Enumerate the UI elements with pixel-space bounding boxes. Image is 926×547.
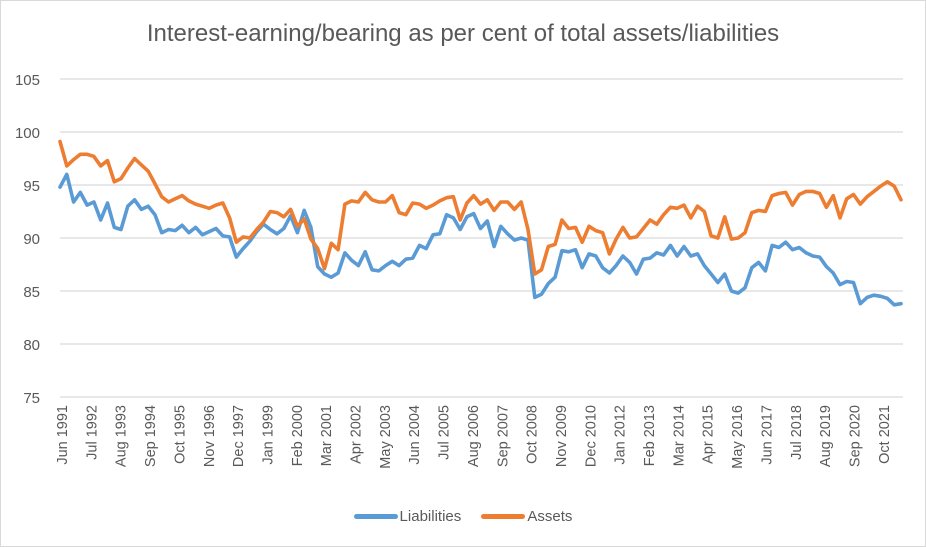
x-tick-label: May 2016 — [730, 405, 746, 469]
x-tick-label: Jan 1999 — [260, 405, 276, 465]
x-tick-label: Nov 1996 — [202, 405, 218, 467]
x-tick-label: Jun 2004 — [407, 405, 423, 465]
y-tick-label: 75 — [23, 390, 40, 407]
y-tick-label: 90 — [23, 231, 40, 248]
x-tick-label: Jul 1992 — [84, 405, 100, 460]
x-tick-label: Apr 2015 — [701, 405, 717, 464]
x-tick-label: Jan 2012 — [613, 405, 629, 465]
legend-item-liabilities: Liabilities — [353, 508, 462, 525]
x-tick-label: Aug 2006 — [466, 405, 482, 467]
x-tick-label: Jul 2018 — [789, 405, 805, 460]
x-tick-label: Oct 2008 — [525, 405, 541, 464]
x-tick-label: May 2003 — [378, 405, 394, 469]
x-tick-label: Oct 2021 — [877, 405, 893, 464]
y-tick-label: 85 — [23, 284, 40, 301]
x-tick-label: Jul 2005 — [437, 405, 453, 460]
y-tick-label: 100 — [15, 125, 40, 142]
x-tick-label: Dec 2010 — [583, 405, 599, 467]
y-tick-label: 80 — [23, 337, 40, 354]
x-tick-label: Jun 1991 — [55, 405, 71, 465]
x-tick-label: Apr 2002 — [349, 405, 365, 464]
x-tick-label: Jun 2017 — [759, 405, 775, 465]
x-tick-label: Oct 1995 — [172, 405, 188, 464]
legend-item-assets: Assets — [481, 508, 572, 525]
x-tick-label: Sep 2007 — [495, 405, 511, 467]
x-tick-label: Aug 2019 — [818, 405, 834, 467]
y-tick-label: 105 — [15, 72, 40, 89]
x-tick-label: Aug 1993 — [114, 405, 130, 467]
x-tick-label: Nov 2009 — [554, 405, 570, 467]
y-tick-label: 95 — [23, 178, 40, 195]
x-tick-label: Mar 2014 — [671, 405, 687, 466]
legend: Liabilities Assets — [0, 506, 926, 525]
series-line-assets — [58, 139, 903, 276]
chart-title: Interest-earning/bearing as per cent of … — [146, 20, 780, 47]
legend-swatch-liabilities — [353, 514, 398, 519]
x-axis-ticks: Jun 1991 Jul 1992 Aug 1993 Sep 1994 Oct 1995… — [55, 405, 893, 469]
gridlines — [60, 78, 903, 398]
legend-label-assets: Assets — [527, 508, 573, 525]
legend-swatch-assets — [481, 514, 526, 519]
x-tick-label: Mar 2001 — [319, 405, 335, 466]
series-line-liabilities — [58, 172, 903, 307]
series-lines — [58, 139, 903, 307]
x-tick-label: Feb 2013 — [642, 405, 658, 466]
x-tick-label: Feb 2000 — [290, 405, 306, 466]
x-tick-label: Sep 1994 — [143, 405, 159, 467]
x-tick-label: Sep 2020 — [847, 405, 863, 467]
x-tick-label: Dec 1997 — [231, 405, 247, 467]
y-axis-ticks: 75 80 85 90 95 100 105 — [15, 72, 40, 407]
legend-label-liabilities: Liabilities — [399, 508, 462, 525]
